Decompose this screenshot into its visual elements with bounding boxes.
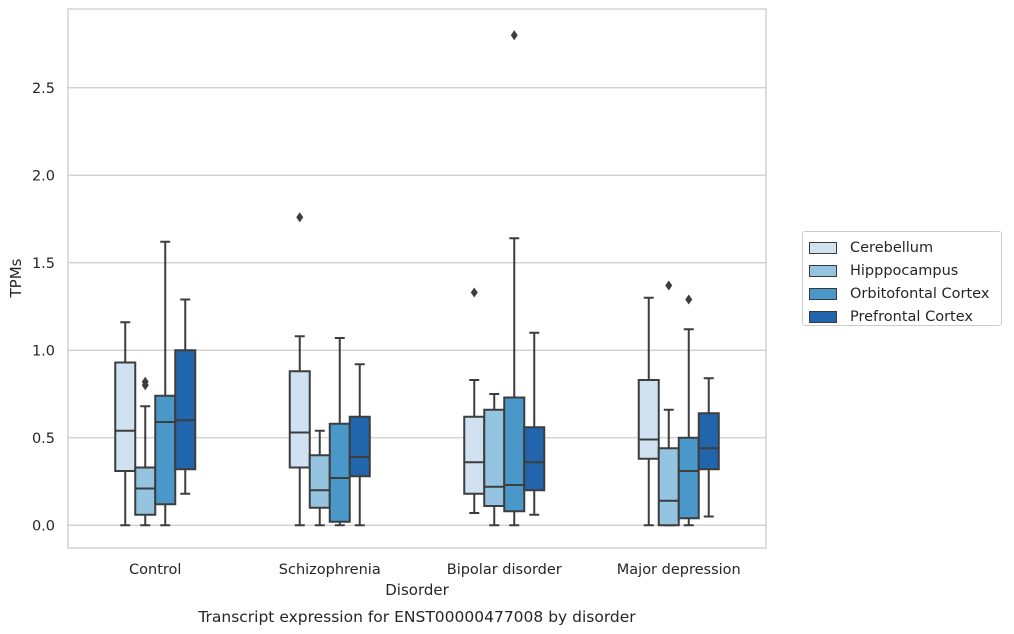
box-cerebellum <box>637 296 660 527</box>
x-tick-label: Major depression <box>617 562 741 578</box>
box-iqr <box>637 379 660 460</box>
box-iqr <box>134 466 157 516</box>
outlier-point <box>510 30 518 41</box>
box-orbitofontal-cortex <box>677 294 700 527</box>
box-hipppocampus <box>657 280 680 527</box>
x-axis-label: Disorder <box>385 581 449 599</box>
y-tick-label: 2.0 <box>32 168 55 184</box>
y-tick-label: 0.5 <box>32 431 55 447</box>
box-prefrontal-cortex <box>348 363 371 527</box>
box-prefrontal-cortex <box>174 298 197 495</box>
legend-item: Cerebellum <box>803 236 1001 259</box>
chart-caption: Transcript expression for ENST0000047700… <box>197 608 636 626</box>
y-tick-labels: 0.0 0.5 1.0 1.5 2.0 2.5 <box>32 81 55 535</box>
box-hipppocampus <box>483 393 506 527</box>
plot-frame <box>67 8 767 549</box>
box-cerebellum <box>114 321 137 527</box>
box-iqr <box>657 447 680 527</box>
box-orbitofontal-cortex <box>154 240 177 527</box>
box-iqr <box>697 412 720 471</box>
outlier-point <box>665 280 673 291</box>
box-iqr <box>154 394 177 506</box>
legend-label: Prefrontal Cortex <box>850 308 973 325</box>
outlier-point <box>296 212 304 223</box>
legend-swatch <box>809 241 837 254</box>
box-iqr <box>348 415 371 478</box>
box-cerebellum <box>463 287 486 514</box>
x-tick-label: Schizophrenia <box>279 562 381 578</box>
y-tick-label: 0.0 <box>32 518 55 534</box>
outlier-point <box>470 287 478 298</box>
legend-swatch <box>809 310 837 323</box>
legend-swatch <box>809 287 837 300</box>
outlier-point <box>685 294 693 305</box>
box-iqr <box>503 396 526 513</box>
box-iqr <box>677 436 700 520</box>
y-tick-label: 1.5 <box>32 256 55 272</box>
legend-label: Orbitofontal Cortex <box>850 285 990 302</box>
legend-swatch <box>809 264 837 277</box>
legend: Cerebellum Hipppocampus Orbitofontal Corte… <box>802 231 1002 326</box>
box-iqr <box>328 422 351 523</box>
box-iqr <box>523 426 546 492</box>
box-orbitofontal-cortex <box>328 337 351 527</box>
box-prefrontal-cortex <box>523 331 546 516</box>
box-iqr <box>308 454 331 509</box>
box-hipppocampus <box>134 376 157 527</box>
x-tick-label: Control <box>129 562 181 578</box>
box-plots <box>114 30 720 527</box>
y-tick-label: 1.0 <box>32 343 55 359</box>
box-iqr <box>463 415 486 495</box>
box-cerebellum <box>288 212 311 527</box>
outlier-point <box>141 376 149 387</box>
box-iqr <box>114 361 137 472</box>
x-tick-labels: Control Schizophrenia Bipolar disorder Majo… <box>129 562 741 578</box>
legend-label: Cerebellum <box>850 239 934 256</box>
y-axis-label: TPMs <box>7 258 25 298</box>
box-orbitofontal-cortex <box>503 30 526 527</box>
legend-item: Prefrontal Cortex <box>803 305 1001 328</box>
box-iqr <box>174 349 197 471</box>
box-hipppocampus <box>308 429 331 527</box>
box-iqr <box>483 408 506 507</box>
legend-label: Hipppocampus <box>850 262 959 279</box>
y-tick-label: 2.5 <box>32 81 55 97</box>
x-tick-label: Bipolar disorder <box>447 562 562 578</box>
legend-item: Orbitofontal Cortex <box>803 282 1001 305</box>
box-prefrontal-cortex <box>697 377 720 518</box>
box-iqr <box>288 370 311 469</box>
legend-item: Hipppocampus <box>803 259 1001 282</box>
